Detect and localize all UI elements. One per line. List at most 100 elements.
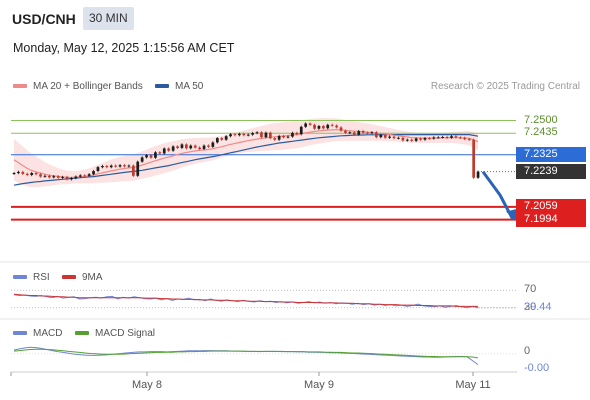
candle-body [118, 165, 122, 167]
pivot-tag: 7.2325 [516, 147, 586, 163]
candle-body [180, 144, 184, 148]
chart-header: USD/CNH 30 MIN Monday, May 12, 2025 1:15… [0, 0, 590, 70]
legend-rsi: RSI [13, 272, 50, 283]
candle-body [167, 148, 170, 151]
candle-body [12, 173, 16, 174]
candle-body [419, 138, 422, 140]
macd-signal-swatch [75, 331, 89, 336]
candle-body [339, 127, 343, 131]
candle-body [149, 155, 153, 158]
candle-body [291, 132, 294, 137]
legend-ma50: MA 50 [155, 81, 203, 92]
candle-body [308, 123, 312, 125]
candle-body [379, 135, 383, 138]
legend-macd: MACD [13, 328, 62, 339]
candle-body [246, 134, 250, 136]
forecast-arrow-head [506, 208, 518, 222]
candle-body [344, 130, 347, 133]
candle-body [326, 124, 330, 129]
candle-body [445, 137, 449, 138]
candle-body [154, 152, 157, 158]
legend-ma20-label: MA 20 + Bollinger Bands [33, 81, 143, 92]
support-tag: 7.1994 [516, 212, 586, 228]
candle-body [216, 138, 219, 143]
candle-body [220, 138, 224, 140]
candle-body [432, 137, 436, 139]
candle-body [242, 133, 246, 136]
credit-text: Research © 2025 Trading Central [430, 81, 580, 92]
legend-rsi-label: RSI [33, 272, 50, 283]
candle-body [361, 131, 365, 133]
candle-body [114, 165, 117, 167]
resistance-label: 7.2500 [524, 113, 558, 126]
candle-body [335, 125, 338, 128]
candle-body [132, 165, 135, 176]
candle-body [370, 132, 374, 134]
candle-body [34, 173, 38, 175]
candle-body [83, 175, 87, 177]
candle-body [43, 175, 47, 177]
candle-body [56, 176, 60, 178]
legend-rsi-ma-label: 9MA [82, 272, 103, 283]
symbol-title: USD/CNH [12, 11, 76, 27]
legend-macd-label: MACD [33, 328, 63, 339]
candle-body [61, 176, 64, 178]
candle-body [193, 145, 197, 148]
candle-body [264, 132, 268, 138]
legend-ma20: MA 20 + Bollinger Bands [13, 81, 143, 92]
candle-body [317, 126, 321, 129]
candle-body [74, 176, 78, 179]
timeframe-button[interactable]: 30 MIN [83, 7, 134, 30]
ma20-swatch [13, 84, 27, 89]
candle-body [441, 137, 444, 138]
candle-body [176, 146, 179, 148]
candle-body [21, 171, 25, 174]
candle-body [158, 152, 162, 154]
candle-body [65, 176, 69, 180]
rsi_ma-line [13, 293, 478, 307]
candle-body [322, 126, 325, 129]
candle-body [352, 132, 356, 135]
x-tick-label: May 9 [304, 379, 334, 391]
candle-body [101, 166, 104, 168]
candle-body [392, 136, 396, 139]
candle-body [260, 132, 263, 138]
candle-body [52, 176, 56, 178]
candle-body [87, 174, 91, 176]
candle-body [313, 124, 316, 129]
candle-body [127, 165, 131, 167]
candle-body [185, 144, 188, 149]
rsi-swatch [13, 275, 27, 280]
candle-body [450, 136, 453, 138]
candle-body [428, 138, 431, 140]
rsi-current-label: 29.44 [524, 300, 552, 313]
candle-body [299, 126, 303, 135]
candle-body [136, 161, 140, 176]
candle-body [238, 133, 241, 136]
candle-body [463, 137, 467, 140]
candle-body [109, 165, 113, 168]
macd-level-label: 0 [524, 344, 531, 357]
candle-body [255, 132, 259, 134]
candle-body [70, 178, 73, 180]
candle-body [273, 138, 277, 140]
candle-body [25, 173, 29, 175]
candle-body [123, 165, 126, 167]
candle-body [48, 175, 51, 178]
x-tick-label: May 8 [132, 379, 162, 391]
candle-body [472, 139, 475, 178]
candle-body [79, 175, 82, 177]
rsi-ma-swatch [62, 275, 76, 280]
legend-macd-signal-label: MACD Signal [95, 328, 156, 339]
candle-body [202, 145, 206, 149]
candle-body [304, 123, 307, 127]
candle-body [467, 139, 471, 141]
candle-body [410, 139, 414, 141]
candle-body [357, 131, 361, 135]
candle-body [96, 167, 100, 171]
candle-body [17, 171, 20, 174]
candle-body [383, 135, 387, 138]
legend-rsi-ma: 9MA [62, 272, 103, 283]
candle-body [295, 132, 299, 135]
candle-body [454, 136, 458, 138]
